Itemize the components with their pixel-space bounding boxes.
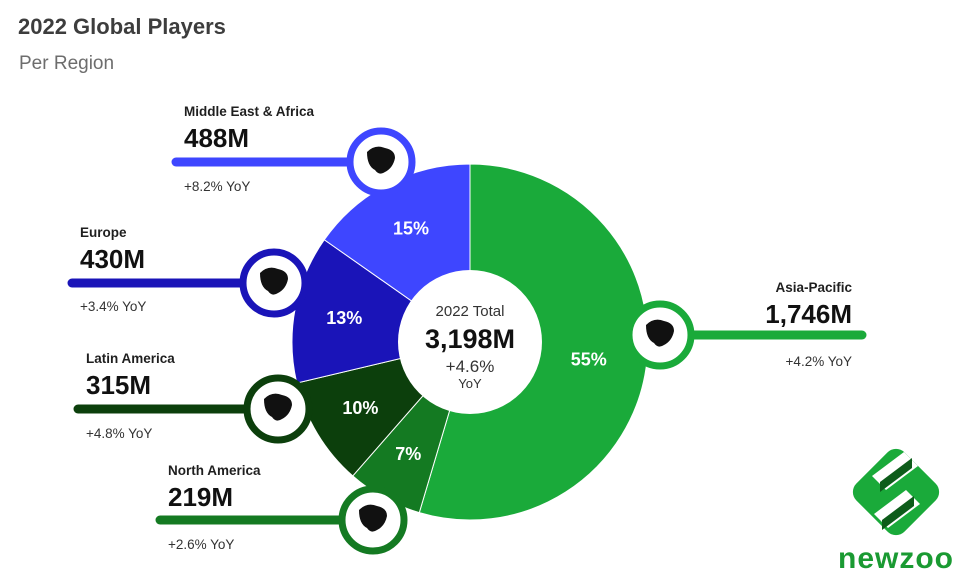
region-badge-asia-pacific bbox=[625, 300, 695, 370]
region-badge-latin-america bbox=[243, 374, 313, 444]
percent-label-latin-america: 10% bbox=[342, 398, 378, 418]
region-name-middle-east-and-africa: Middle East & Africa bbox=[184, 104, 315, 119]
region-value-asia-pacific: 1,746M bbox=[765, 299, 852, 329]
percent-label-asia-pacific: 55% bbox=[571, 349, 607, 369]
map-middle-east-and-africa-icon bbox=[367, 146, 395, 174]
chart-subtitle: Per Region bbox=[19, 53, 114, 74]
map-asia-pacific-icon bbox=[646, 319, 674, 347]
region-yoy-europe: +3.4% YoY bbox=[80, 299, 146, 314]
percent-label-north-america: 7% bbox=[395, 444, 421, 464]
region-value-europe: 430M bbox=[80, 244, 145, 274]
map-north-america-icon bbox=[359, 504, 387, 532]
region-value-middle-east-and-africa: 488M bbox=[184, 123, 249, 153]
region-value-latin-america: 315M bbox=[86, 370, 151, 400]
percent-label-europe: 13% bbox=[326, 308, 362, 328]
region-badge-north-america bbox=[338, 485, 408, 555]
region-yoy-north-america: +2.6% YoY bbox=[168, 537, 234, 552]
region-yoy-middle-east-and-africa: +8.2% YoY bbox=[184, 179, 250, 194]
center-label: 2022 Total bbox=[436, 303, 505, 320]
region-name-north-america: North America bbox=[168, 463, 261, 478]
percent-label-middle-east-and-africa: 15% bbox=[393, 218, 429, 238]
brand-name: newzoo bbox=[838, 542, 954, 575]
region-yoy-latin-america: +4.8% YoY bbox=[86, 426, 152, 441]
region-name-latin-america: Latin America bbox=[86, 351, 175, 366]
map-europe-icon bbox=[260, 267, 288, 295]
region-name-europe: Europe bbox=[80, 225, 127, 240]
center-total: 2022 Total 3,198M +4.6% YoY bbox=[398, 270, 542, 414]
newzoo-logo: newzoo bbox=[838, 448, 954, 575]
center-disc bbox=[398, 270, 542, 414]
map-latin-america-icon bbox=[264, 393, 292, 421]
region-value-north-america: 219M bbox=[168, 482, 233, 512]
region-badge-europe bbox=[239, 248, 309, 318]
region-name-asia-pacific: Asia-Pacific bbox=[775, 280, 852, 295]
chart-title: 2022 Global Players bbox=[18, 14, 226, 39]
center-value: 3,198M bbox=[425, 324, 515, 354]
center-growth-unit: YoY bbox=[458, 376, 482, 391]
region-yoy-asia-pacific: +4.2% YoY bbox=[786, 354, 852, 369]
region-badge-middle-east-and-africa bbox=[346, 127, 416, 197]
center-growth: +4.6% bbox=[446, 357, 495, 376]
